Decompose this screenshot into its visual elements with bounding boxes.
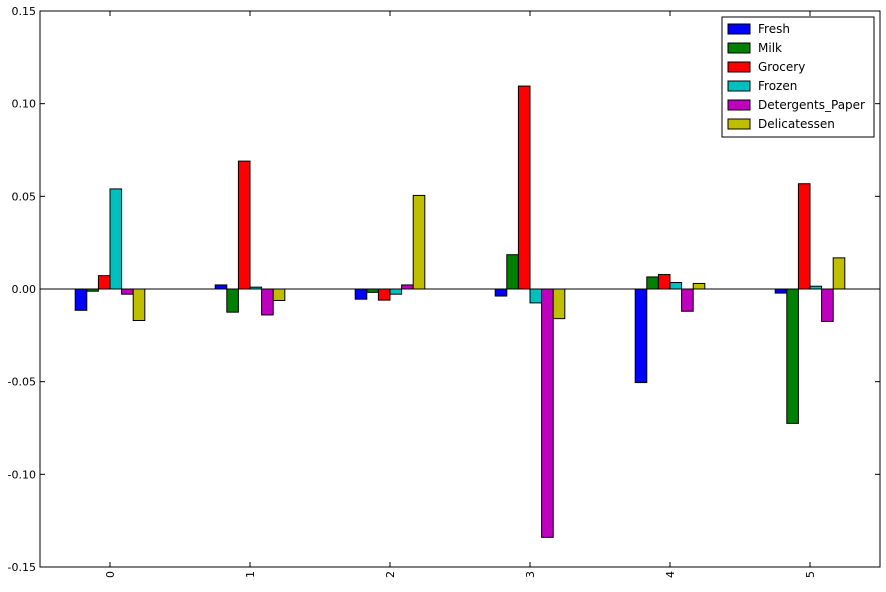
x-tick-label: 0 bbox=[104, 571, 117, 578]
bar-fresh-3 bbox=[494, 288, 508, 297]
bar-fresh-0 bbox=[74, 288, 88, 311]
bar-detergents-paper-1 bbox=[261, 288, 274, 316]
bar-detergents-paper-3 bbox=[541, 288, 554, 538]
y-tick-label: -0.10 bbox=[8, 468, 36, 481]
bar-delicatessen-0 bbox=[132, 288, 146, 322]
bar-delicatessen-1 bbox=[272, 288, 286, 301]
legend-label-fresh: Fresh bbox=[758, 22, 790, 36]
bar-grocery-4 bbox=[657, 274, 671, 290]
y-tick-label: -0.05 bbox=[8, 376, 36, 389]
x-tick-label: 4 bbox=[664, 571, 677, 578]
bar-milk-4 bbox=[646, 276, 659, 290]
legend-swatch-grocery bbox=[727, 61, 751, 73]
y-tick-label: 0.05 bbox=[12, 190, 37, 203]
x-tick-label: 3 bbox=[524, 571, 537, 578]
bars-layer bbox=[74, 85, 846, 538]
axes-layer: -0.15 -0.10 -0.05 0.00 0.05 0.10 0.15 0 1 2 3 4 5 bbox=[8, 5, 881, 578]
bar-grocery-3 bbox=[517, 85, 531, 290]
y-tick-label: -0.15 bbox=[8, 561, 36, 574]
bar-frozen-0 bbox=[109, 188, 123, 290]
legend-swatch-frozen bbox=[727, 80, 751, 92]
legend-label-grocery: Grocery bbox=[758, 60, 805, 74]
bar-detergents-paper-0 bbox=[121, 288, 134, 295]
y-tick-label: 0.10 bbox=[12, 98, 37, 111]
bar-frozen-2 bbox=[389, 288, 403, 295]
bar-grocery-1 bbox=[237, 160, 251, 290]
bar-frozen-3 bbox=[529, 288, 543, 304]
bar-milk-2 bbox=[366, 288, 379, 293]
legend: Fresh Milk Grocery Frozen Detergents_Paper De… bbox=[721, 16, 875, 138]
legend-label-milk: Milk bbox=[758, 41, 782, 55]
legend-box bbox=[721, 16, 875, 138]
legend-label-detergents-paper: Detergents_Paper bbox=[758, 98, 865, 112]
bar-grocery-0 bbox=[97, 275, 111, 290]
bar-detergents-paper-2 bbox=[401, 284, 414, 290]
bar-delicatessen-3 bbox=[552, 288, 566, 320]
bar-detergents-paper-5 bbox=[821, 288, 834, 322]
y-tick-label: 0.15 bbox=[12, 5, 37, 18]
y-tick-label: 0.00 bbox=[12, 283, 37, 296]
legend-label-delicatessen: Delicatessen bbox=[758, 117, 835, 131]
bar-delicatessen-2 bbox=[412, 194, 426, 290]
bar-delicatessen-4 bbox=[692, 282, 706, 290]
x-tick-label: 5 bbox=[804, 571, 817, 578]
bar-detergents-paper-4 bbox=[681, 288, 694, 312]
legend-swatch-delicatessen bbox=[727, 118, 751, 130]
bar-frozen-4 bbox=[669, 282, 683, 290]
x-tick-label: 1 bbox=[244, 571, 257, 578]
bar-grocery-5 bbox=[797, 183, 811, 290]
bar-milk-1 bbox=[226, 288, 239, 313]
bar-milk-3 bbox=[506, 254, 519, 290]
legend-swatch-detergents-paper bbox=[727, 99, 751, 111]
legend-swatch-fresh bbox=[727, 23, 751, 35]
x-tick-label: 2 bbox=[384, 571, 397, 578]
bar-delicatessen-5 bbox=[832, 257, 846, 290]
bar-fresh-1 bbox=[214, 284, 228, 290]
legend-label-frozen: Frozen bbox=[758, 79, 797, 93]
bar-fresh-2 bbox=[354, 288, 368, 300]
legend-swatch-milk bbox=[727, 42, 751, 54]
bar-fresh-4 bbox=[634, 288, 648, 384]
bar-milk-5 bbox=[786, 288, 799, 424]
bar-fresh-5 bbox=[774, 288, 788, 294]
bar-grocery-2 bbox=[377, 288, 391, 301]
